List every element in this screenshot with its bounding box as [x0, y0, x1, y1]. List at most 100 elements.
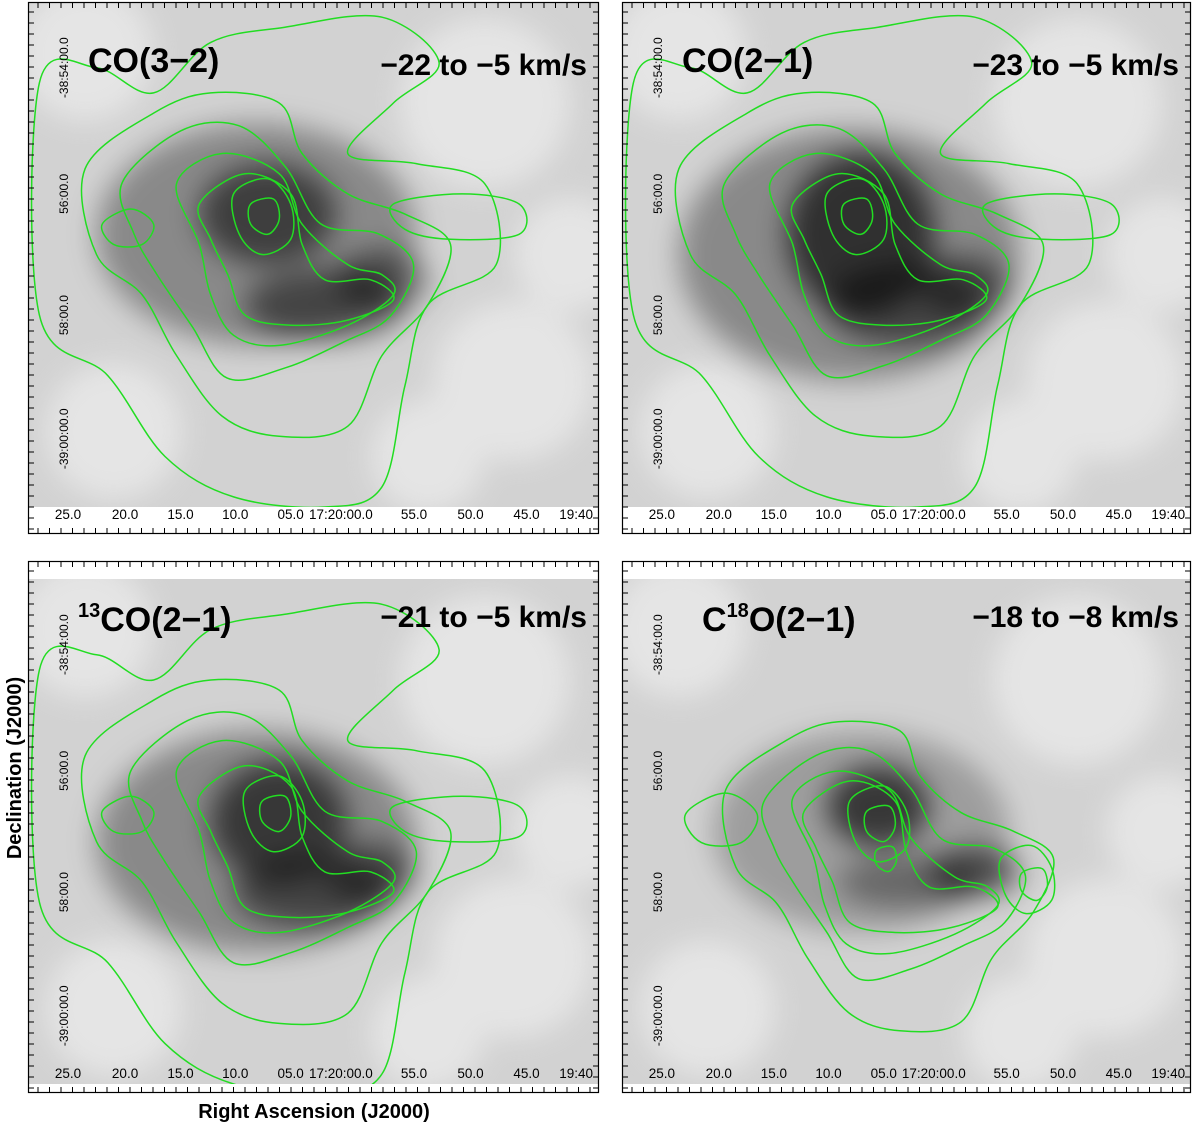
map-panel-bottom-right: 25.0 20.0 15.0 10.0 05.0 17:20:00.0 55.0 50.0 45…: [621, 560, 1192, 1094]
contour-line: [197, 764, 395, 919]
x-tick-label: 20.0: [112, 1066, 138, 1081]
y-tick-label: -38:54:00.0: [651, 614, 665, 675]
contour-line: [80, 91, 452, 439]
molecule-label: C18O(2−1): [702, 600, 856, 639]
x-tick-label: 45.0: [513, 507, 539, 522]
contour-line: [873, 845, 898, 873]
contour-line: [1018, 867, 1049, 902]
contour-line: [119, 121, 415, 381]
molecule-label: CO(3−2): [88, 42, 219, 80]
x-tick-label: 50.0: [1050, 1066, 1076, 1081]
x-tick-label: 50.0: [457, 507, 483, 522]
molecule-label: 13CO(2−1): [78, 600, 232, 639]
emission-blob: [917, 254, 1009, 316]
y-tick-label: -39:00:00.0: [57, 985, 71, 1046]
contours: [683, 720, 1056, 1033]
x-tick-label: 19:40: [559, 507, 593, 522]
y-tick-label: 56:00.0: [57, 751, 71, 791]
x-tick-label: 10.0: [222, 507, 248, 522]
map-panel-bottom-left: 25.0 20.0 15.0 10.0 05.0 17:20:00.0 55.0 50.0 45…: [27, 560, 600, 1094]
x-tick-label: 55.0: [401, 1066, 427, 1081]
panel-frame: [621, 1, 1192, 535]
y-tick-label: 56:00.0: [651, 751, 665, 791]
map-panel-top-left: 25.0 20.0 15.0 10.0 05.0 17:20:00.0 55.0 50.0 45…: [27, 1, 600, 535]
x-tick-label: 19:40: [1151, 507, 1185, 522]
x-tick-label: 25.0: [55, 1066, 81, 1081]
contour-line: [80, 678, 452, 1026]
molecule-label: CO(2−1): [682, 42, 813, 80]
y-tick-label: -38:54:00.0: [651, 37, 665, 98]
y-tick-label: 56:00.0: [57, 174, 71, 214]
contour-line: [100, 208, 155, 248]
x-tick-label: 55.0: [401, 507, 427, 522]
x-tick-label: 45.0: [513, 1066, 539, 1081]
velocity-range-label: −21 to −5 km/s: [380, 601, 587, 634]
velocity-range-label: −22 to −5 km/s: [380, 49, 587, 82]
y-tick-label: 56:00.0: [651, 174, 665, 214]
x-tick-label: 20.0: [706, 507, 732, 522]
x-tick-label: 10.0: [815, 507, 841, 522]
contour-line: [824, 177, 888, 256]
contour-line: [840, 197, 874, 236]
y-tick-label: -38:54:00.0: [57, 614, 71, 675]
x-tick-label: 15.0: [761, 507, 787, 522]
y-tick-label: 58:00.0: [651, 295, 665, 335]
contour-line: [231, 177, 295, 256]
velocity-range-label: −23 to −5 km/s: [972, 49, 1179, 82]
x-tick-label: 05.0: [278, 1066, 304, 1081]
contour-line: [242, 774, 307, 853]
emission-blob: [199, 163, 337, 265]
contour-line: [721, 124, 1010, 379]
contour-line: [175, 739, 396, 934]
contour-line: [674, 91, 1045, 439]
y-tick-label: 58:00.0: [651, 872, 665, 912]
contour-line: [127, 711, 418, 966]
x-tick-label: 05.0: [871, 1066, 897, 1081]
x-tick-label: 25.0: [649, 507, 675, 522]
contour-line: [847, 785, 911, 863]
x-tick-label: 10.0: [815, 1066, 841, 1081]
contour-line: [802, 780, 999, 934]
contours: [30, 14, 528, 507]
x-tick-label: 50.0: [457, 1066, 483, 1081]
contour-line: [790, 172, 988, 327]
x-tick-label: 19:40: [1151, 1066, 1185, 1081]
y-tick-label: 58:00.0: [57, 872, 71, 912]
map-panel-top-right: 25.0 20.0 15.0 10.0 05.0 17:20:00.0 55.0 50.0 45…: [621, 1, 1192, 535]
contour-line: [760, 746, 1027, 982]
x-tick-label: 15.0: [167, 1066, 193, 1081]
contours: [624, 14, 1120, 507]
y-tick-label: -39:00:00.0: [57, 408, 71, 469]
contour-line: [247, 197, 281, 236]
contour-line: [197, 172, 395, 327]
y-axis-label: Declination (J2000): [4, 677, 26, 859]
x-axis-label: Right Ascension (J2000): [198, 1101, 430, 1123]
x-tick-label: 15.0: [761, 1066, 787, 1081]
x-tick-label: 55.0: [994, 507, 1020, 522]
contour-line: [389, 193, 528, 241]
x-tick-label: 10.0: [222, 1066, 248, 1081]
y-tick-label: 58:00.0: [57, 295, 71, 335]
contour-line: [30, 14, 502, 507]
x-tick-label: 45.0: [1106, 507, 1132, 522]
contour-line: [624, 14, 1094, 507]
x-tick-label: 17:20:00.0: [309, 1066, 373, 1081]
y-tick-label: -39:00:00.0: [651, 408, 665, 469]
y-tick-label: -39:00:00.0: [651, 985, 665, 1046]
contour-line: [863, 804, 897, 843]
x-tick-label: 20.0: [706, 1066, 732, 1081]
x-tick-label: 45.0: [1106, 1066, 1132, 1081]
x-tick-label: 55.0: [994, 1066, 1020, 1081]
emission-blob: [838, 856, 975, 908]
panel-frame: [621, 560, 1192, 1094]
contour-line: [389, 795, 528, 843]
contours: [30, 601, 528, 1084]
x-tick-label: 17:20:00.0: [902, 1066, 966, 1081]
x-tick-label: 05.0: [278, 507, 304, 522]
contour-line: [683, 792, 759, 847]
x-tick-label: 17:20:00.0: [902, 507, 966, 522]
x-tick-label: 25.0: [649, 1066, 675, 1081]
y-tick-label: -38:54:00.0: [57, 37, 71, 98]
x-tick-label: 50.0: [1050, 507, 1076, 522]
